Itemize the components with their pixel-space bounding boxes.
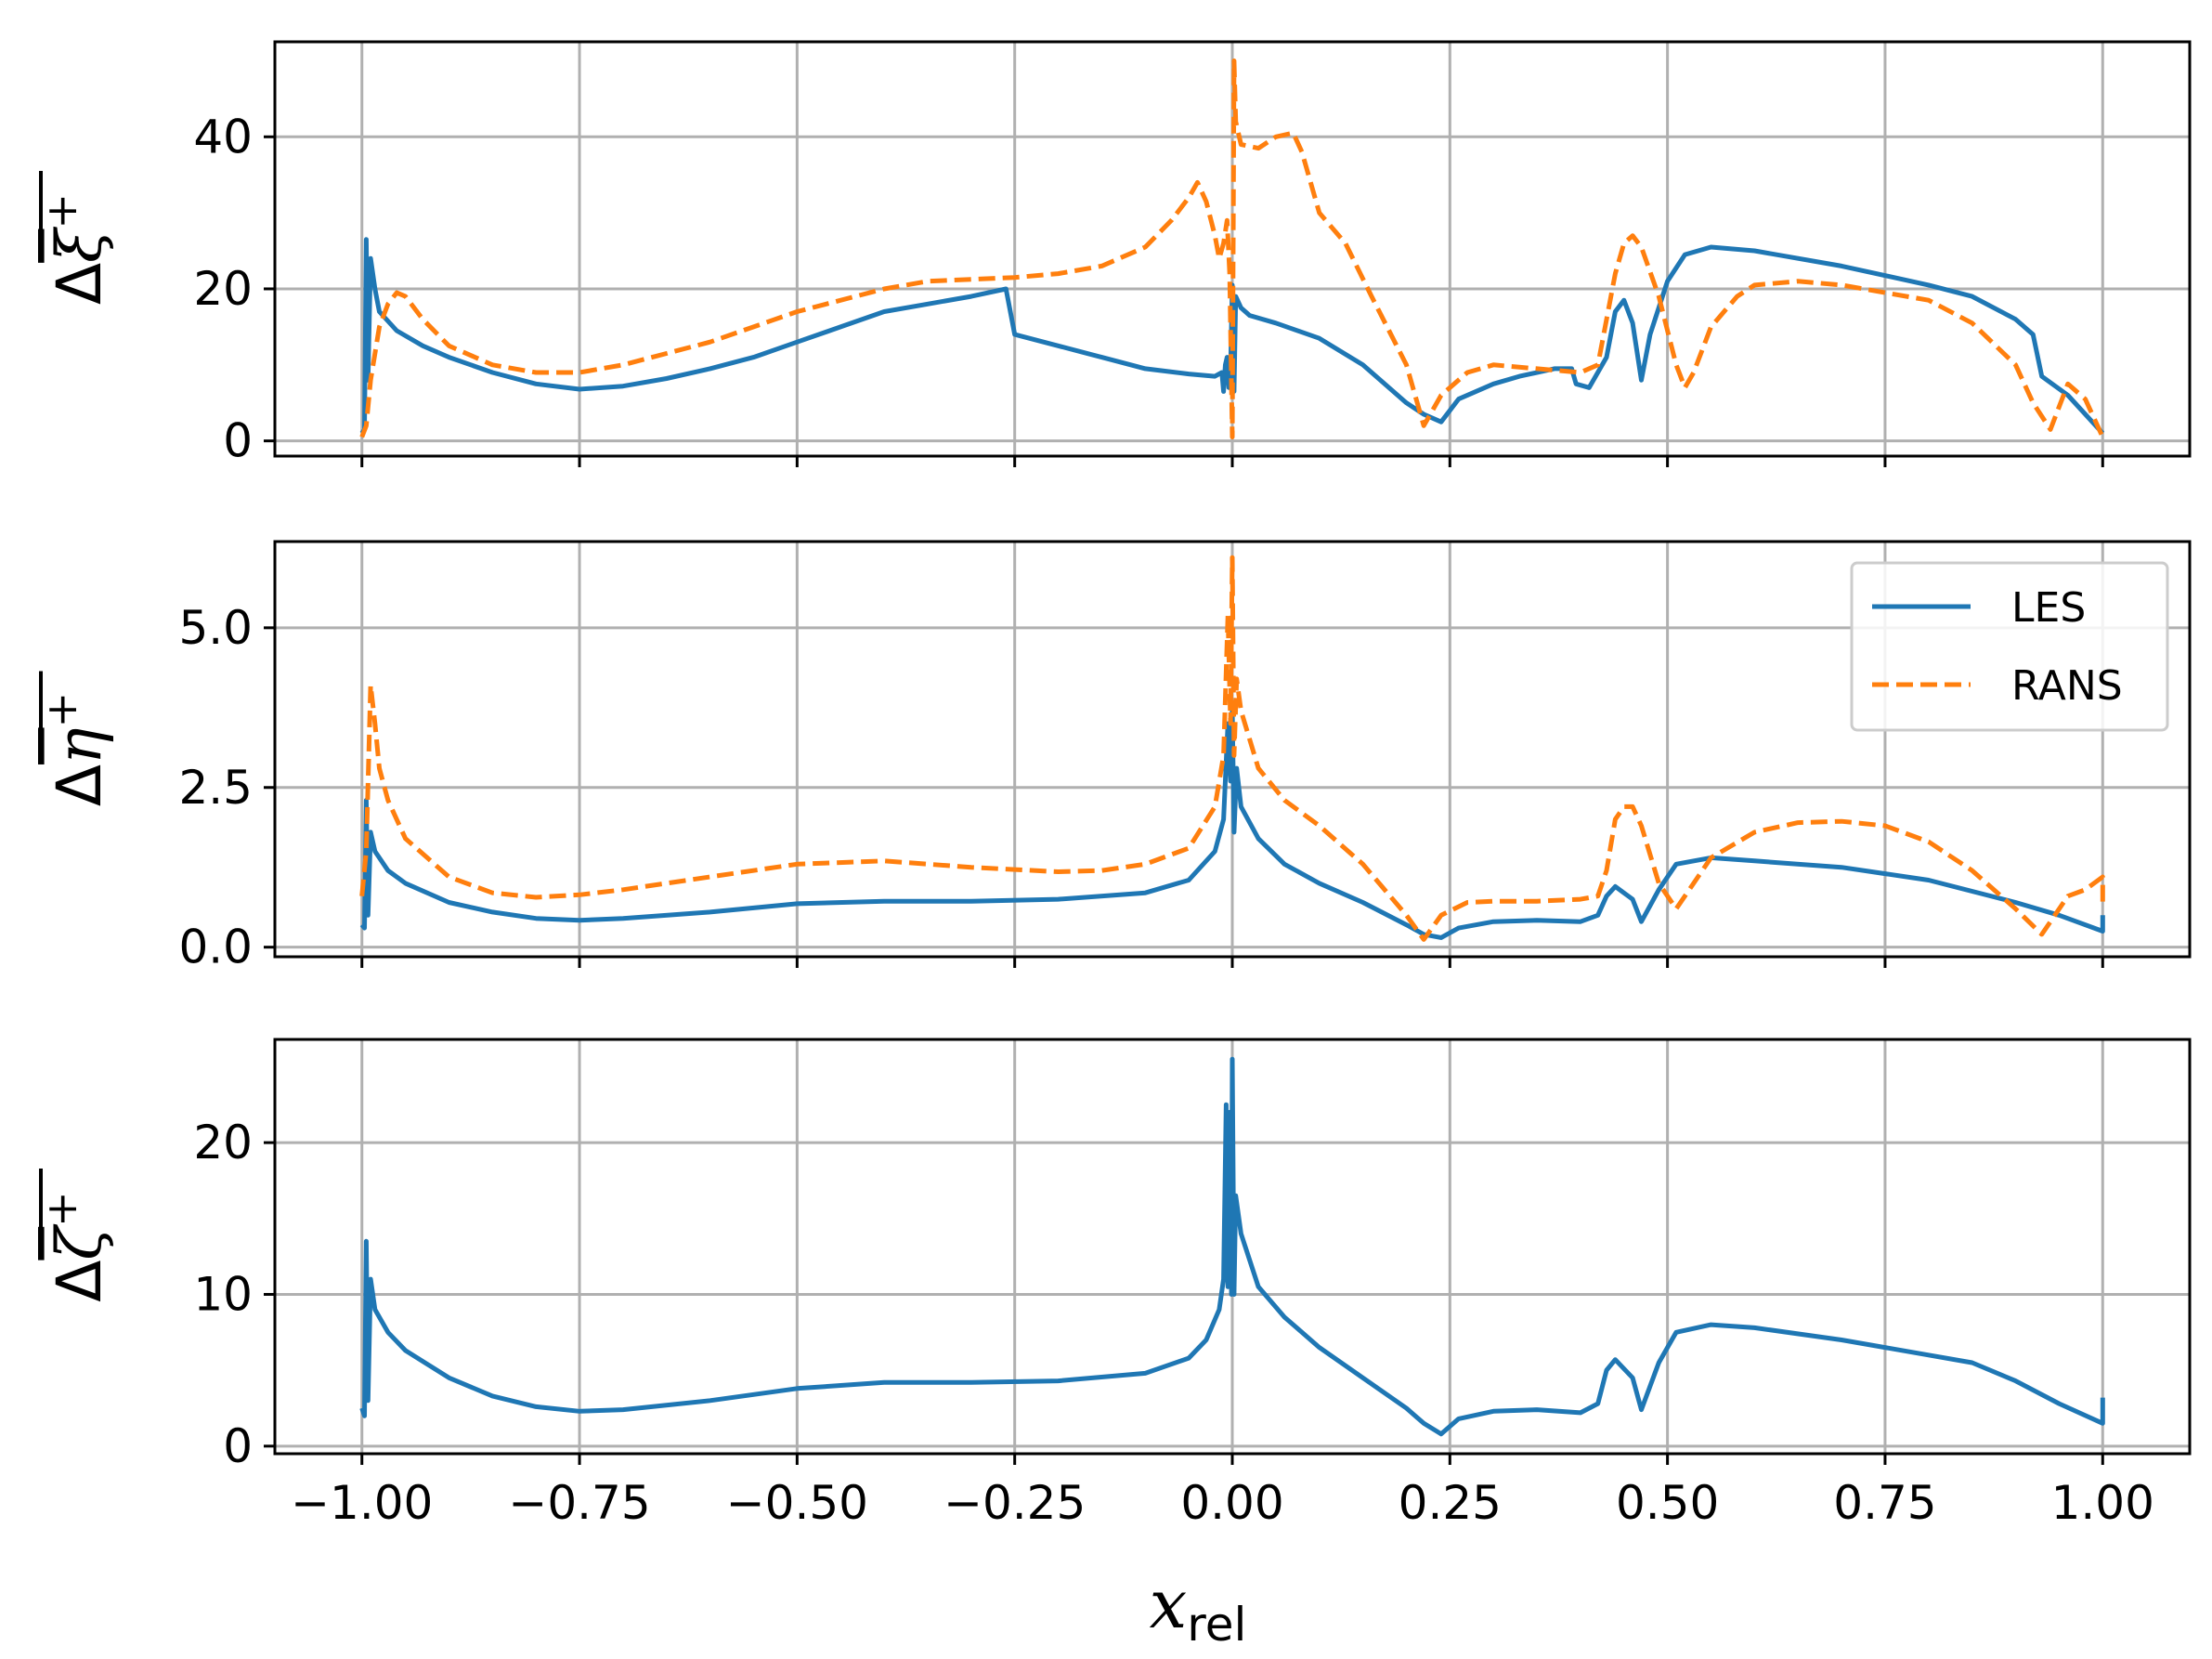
y-tick-label: 10 — [193, 1267, 253, 1321]
panel-frame — [273, 40, 2192, 458]
x-tick-label: −0.25 — [943, 1476, 1086, 1530]
x-tick-label: 0.75 — [1833, 1476, 1936, 1530]
y-tick-label: 0 — [223, 414, 253, 468]
x-tick-label: −0.75 — [508, 1476, 650, 1530]
y-axis-label-symbol: ξ — [44, 226, 115, 263]
y-axis-label: Δζ+ — [36, 1191, 115, 1301]
legend: LES RANS — [1850, 561, 2169, 732]
y-tick-label: 5.0 — [178, 601, 253, 655]
x-tick-label: 1.00 — [2051, 1476, 2154, 1530]
y-axis-label-sup: + — [36, 1191, 86, 1227]
y-axis-label-main: Δ — [44, 1261, 115, 1302]
x-axis-label: xrel — [1150, 1565, 1247, 1652]
y-axis-label-main: Δ — [44, 764, 115, 806]
series-line-les — [359, 1056, 2105, 1437]
y-tick-label: 0 — [223, 1419, 253, 1473]
panel-frame — [273, 1038, 2192, 1456]
x-axis-label-sub: rel — [1187, 1598, 1246, 1652]
series-line-les — [359, 708, 2105, 940]
panel-1: 0 20 40 Δξ+ — [36, 40, 2192, 468]
x-tick-label: −1.00 — [291, 1476, 433, 1530]
y-axis-label-symbol: ζ — [44, 1223, 115, 1261]
panel-2: 0.0 2.5 5.0 Δη+ LES RANS — [36, 540, 2192, 974]
legend-label-les: LES — [2011, 584, 2086, 632]
x-axis-label-main: x — [1150, 1565, 1188, 1643]
legend-label-rans: RANS — [2011, 662, 2123, 710]
series-line-les — [359, 237, 2105, 436]
y-tick-label: 20 — [193, 1116, 253, 1169]
x-tick-label: 0.25 — [1399, 1476, 1502, 1530]
y-tick-label: 20 — [193, 262, 253, 316]
y-axis-label-sup: + — [36, 692, 86, 728]
y-axis-label-sup: + — [36, 193, 86, 229]
y-axis-label-main: Δ — [44, 263, 115, 305]
y-axis-label: Δξ+ — [36, 193, 115, 305]
y-tick-label: 40 — [193, 110, 253, 163]
series-line-rans — [359, 555, 2105, 942]
panel-frame — [273, 540, 2192, 959]
x-tick-label: 0.50 — [1616, 1476, 1719, 1530]
x-tick-label: −0.50 — [726, 1476, 868, 1530]
x-tick-label: 0.00 — [1180, 1476, 1283, 1530]
y-axis-label-symbol: η — [44, 727, 115, 764]
series-line-rans — [359, 59, 2105, 439]
y-tick-label: 0.0 — [178, 921, 253, 974]
y-axis-label: Δη+ — [36, 692, 115, 806]
panel-3: −1.00 −0.75 −0.50 −0.25 0.00 0.25 0.50 0.75 1.00… — [36, 1038, 2192, 1530]
y-tick-label: 2.5 — [178, 761, 253, 815]
